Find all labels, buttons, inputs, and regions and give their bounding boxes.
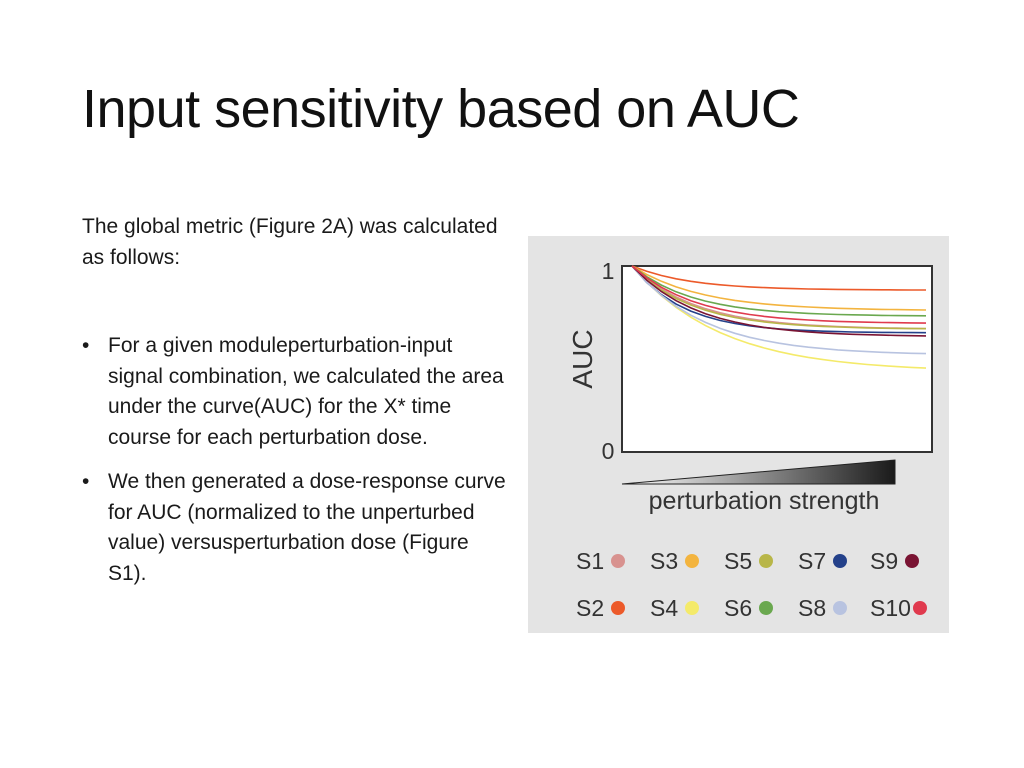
list-item: • We then generated a dose-response curv… [82, 467, 507, 589]
legend-swatch-s2 [611, 601, 625, 615]
legend-swatch-s6 [759, 601, 773, 615]
legend-swatch-s5 [759, 554, 773, 568]
legend-label: S9 [870, 548, 898, 574]
series-line-s5 [631, 265, 927, 330]
legend-label: S1 [576, 548, 604, 574]
series-line-s2 [631, 265, 926, 291]
page-title: Input sensitivity based on AUC [82, 79, 800, 139]
y-axis-label: AUC [567, 329, 598, 388]
perturbation-wedge [621, 459, 896, 485]
y-tick-label: 0 [602, 438, 615, 464]
legend-swatch-s4 [685, 601, 699, 615]
list-item: • For a given moduleperturbation-input s… [82, 331, 507, 453]
legend-label: S7 [798, 548, 826, 574]
series-line-s9 [631, 265, 927, 337]
bullet-text: We then generated a dose-response curve … [108, 470, 506, 585]
series-line-s10 [631, 265, 927, 324]
bullet-icon: • [82, 334, 90, 357]
legend-label: S3 [650, 548, 678, 574]
bullet-icon: • [82, 470, 90, 493]
bullet-list: • For a given moduleperturbation-input s… [82, 331, 507, 603]
legend-swatch-s9 [905, 554, 919, 568]
auc-chart: 1 0 AUC perturbation strength S1 S2 S3 S4 S5… [567, 258, 933, 621]
x-axis-label: perturbation strength [649, 487, 880, 515]
series-line-s6 [631, 265, 927, 317]
legend-label: S5 [724, 548, 752, 574]
legend-label: S2 [576, 595, 604, 621]
y-tick-label: 1 [602, 258, 615, 284]
legend-label: S6 [724, 595, 752, 621]
legend-label: S10 [870, 595, 911, 621]
series-line-s3 [631, 265, 927, 311]
series-line-s4 [631, 265, 927, 369]
legend-swatch-s3 [685, 554, 699, 568]
legend-swatch-s10 [913, 601, 927, 615]
legend-label: S4 [650, 595, 678, 621]
auc-figure: 1 0 AUC perturbation strength S1 S2 S3 S4 S5… [528, 236, 949, 633]
bullet-text: For a given moduleperturbation-input sig… [108, 334, 504, 449]
legend-swatch-s7 [833, 554, 847, 568]
intro-text: The global metric (Figure 2A) was calcul… [82, 215, 498, 269]
series-line-s8 [631, 265, 927, 355]
legend-label: S8 [798, 595, 826, 621]
legend-swatch-s1 [611, 554, 625, 568]
legend-swatch-s8 [833, 601, 847, 615]
